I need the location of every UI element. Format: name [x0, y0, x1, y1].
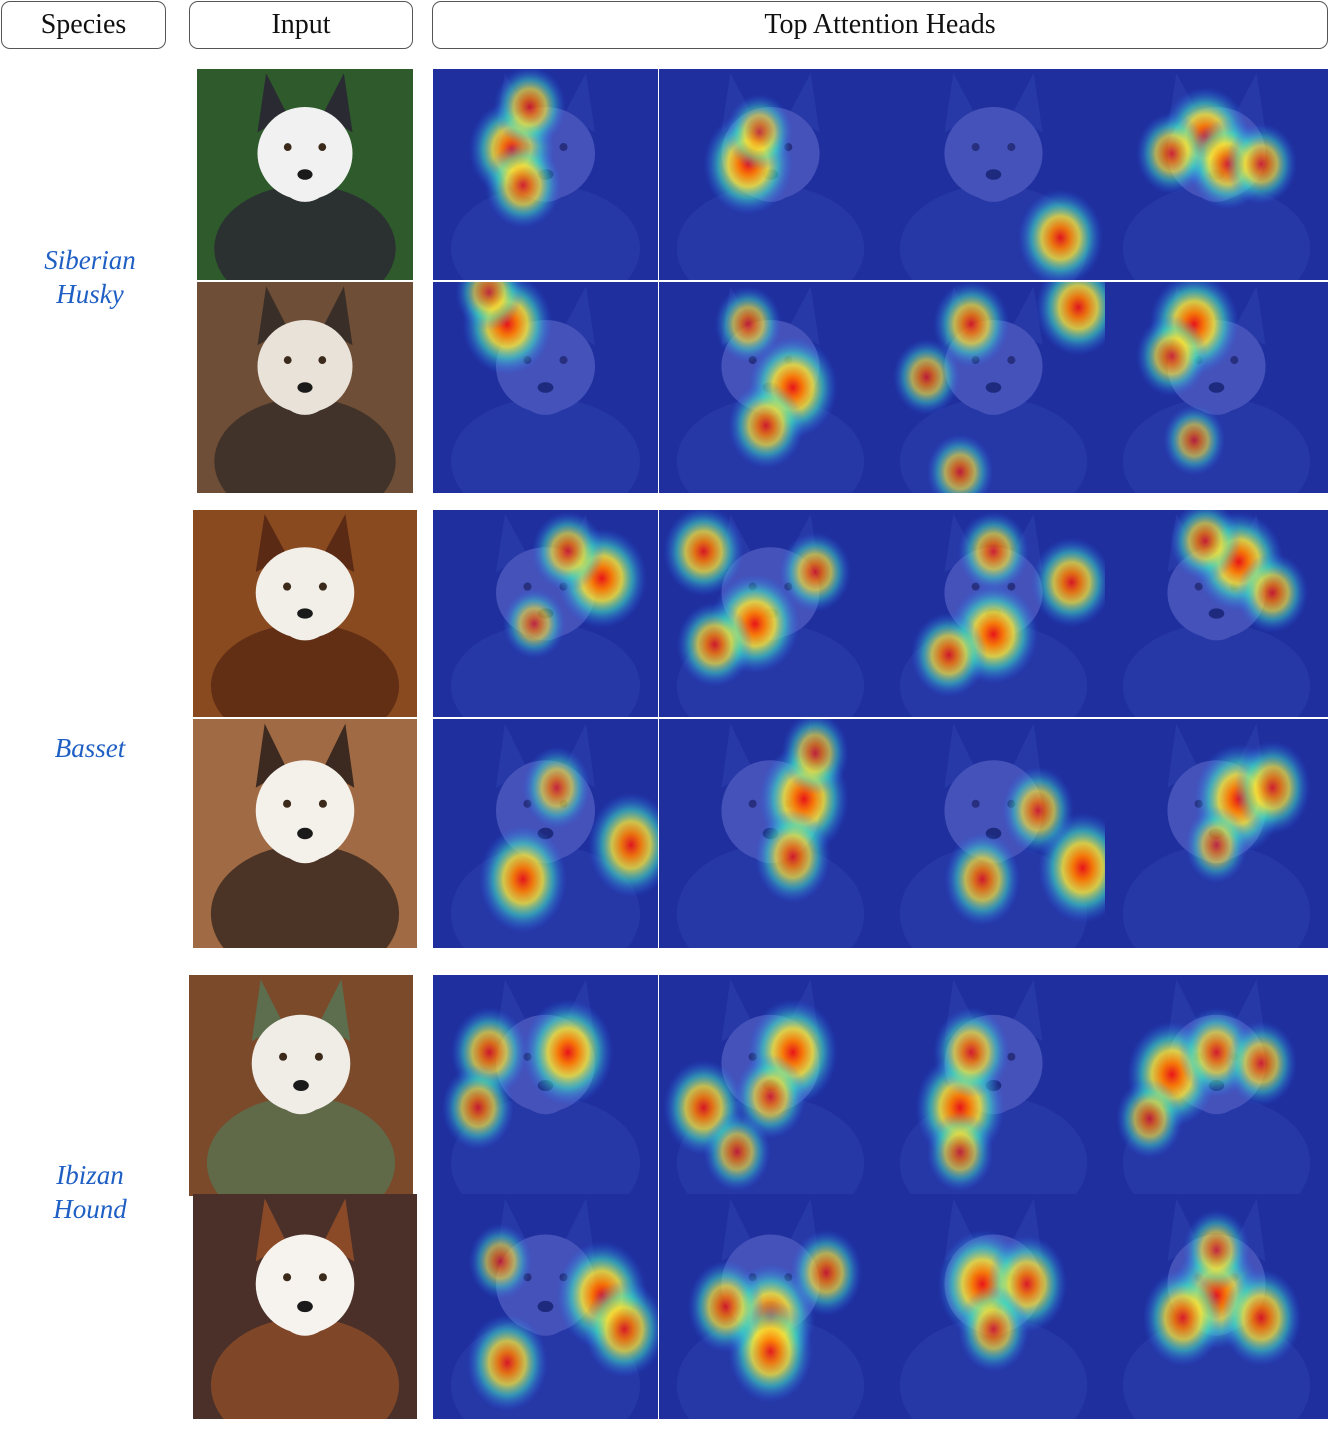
attention-heatmap	[659, 1194, 882, 1419]
attention-heatmap	[1105, 719, 1328, 948]
dog-photo	[193, 510, 417, 717]
attention-heatmap	[882, 510, 1105, 717]
attention-heatmap	[433, 1194, 658, 1419]
species-header-label: Species	[40, 9, 127, 40]
attention-heatmap	[659, 282, 882, 493]
attention-map-head-1	[433, 69, 658, 280]
attention-map-head-1	[433, 1194, 658, 1419]
attention-map-head-4	[1105, 69, 1328, 280]
attention-heatmap	[659, 510, 882, 717]
attention-heatmap	[1105, 282, 1328, 493]
attention-heatmap	[882, 1194, 1105, 1419]
species-label-basset: Basset	[0, 731, 180, 765]
species-label-siberian-husky: Siberian Husky	[0, 243, 180, 311]
attention-map-head-4	[1105, 282, 1328, 493]
dog-photo	[197, 69, 413, 280]
attention-heatmap	[1105, 510, 1328, 717]
attention-heatmap	[882, 719, 1105, 948]
attention-heatmap	[433, 69, 658, 280]
attention-map-head-1	[433, 719, 658, 948]
attention-heatmap	[433, 282, 658, 493]
input-photo	[197, 69, 413, 280]
species-label-line: Basset	[54, 733, 126, 763]
attention-heatmap	[1105, 69, 1328, 280]
input-photo	[189, 975, 413, 1196]
attention-map-head-1	[433, 510, 658, 717]
attention-heatmap	[433, 719, 658, 948]
attention-map-head-3	[882, 1194, 1105, 1419]
attention-heatmap	[882, 975, 1105, 1196]
attention-heads-header-label: Top Attention Heads	[764, 9, 996, 40]
attention-heatmap	[659, 975, 882, 1196]
attention-map-head-3	[882, 69, 1105, 280]
input-header-label: Input	[271, 9, 331, 40]
attention-heatmap	[433, 510, 658, 717]
attention-heatmap	[1105, 975, 1328, 1196]
attention-heatmap	[433, 975, 658, 1196]
dog-photo	[193, 1194, 417, 1419]
attention-map-head-3	[882, 719, 1105, 948]
input-photo	[197, 282, 413, 493]
attention-map-head-3	[882, 510, 1105, 717]
input-header: Input	[189, 1, 413, 49]
species-label-line: Siberian	[44, 245, 136, 275]
attention-heatmap	[659, 69, 882, 280]
attention-heatmap	[882, 69, 1105, 280]
attention-map-head-2	[659, 975, 882, 1196]
attention-map-head-2	[659, 510, 882, 717]
input-photo	[193, 510, 417, 717]
attention-map-head-2	[659, 69, 882, 280]
dog-photo	[193, 719, 417, 948]
input-photo	[193, 1194, 417, 1419]
attention-map-head-1	[433, 975, 658, 1196]
species-label-line: Ibizan	[56, 1160, 124, 1190]
species-header: Species	[1, 1, 166, 49]
attention-heatmap	[882, 282, 1105, 493]
attention-heatmap	[1105, 1194, 1328, 1419]
input-photo	[193, 719, 417, 948]
attention-heads-header: Top Attention Heads	[432, 1, 1328, 49]
attention-map-head-4	[1105, 975, 1328, 1196]
attention-map-head-2	[659, 719, 882, 948]
species-label-line: Hound	[53, 1194, 127, 1224]
attention-heatmap	[659, 719, 882, 948]
attention-map-head-1	[433, 282, 658, 493]
dog-photo	[189, 975, 413, 1196]
attention-map-head-3	[882, 282, 1105, 493]
attention-map-head-2	[659, 282, 882, 493]
attention-map-head-3	[882, 975, 1105, 1196]
species-label-line: Husky	[56, 279, 124, 309]
species-label-ibizan-hound: Ibizan Hound	[0, 1158, 180, 1226]
dog-photo	[197, 282, 413, 493]
attention-map-head-4	[1105, 1194, 1328, 1419]
attention-map-head-4	[1105, 719, 1328, 948]
attention-map-head-4	[1105, 510, 1328, 717]
attention-map-head-2	[659, 1194, 882, 1419]
